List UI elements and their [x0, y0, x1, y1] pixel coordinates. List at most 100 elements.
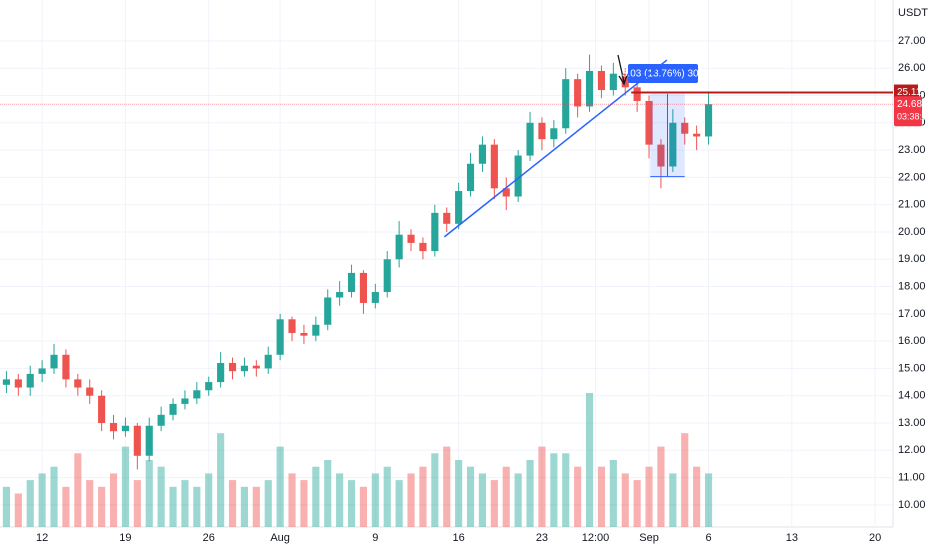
volume-bar — [133, 480, 141, 527]
candle-body — [693, 133, 701, 137]
volume-bar — [14, 493, 22, 527]
volume-bar — [264, 480, 272, 527]
x-tick-label: 26 — [203, 532, 215, 544]
volume-bar — [145, 460, 153, 527]
y-tick-label: 23.00 — [898, 144, 926, 156]
candle-body — [562, 79, 570, 129]
volume-bar — [383, 466, 391, 527]
volume-bar — [324, 460, 332, 527]
last-price-box — [894, 96, 922, 127]
volume-bar — [609, 460, 617, 527]
candle-body — [550, 128, 558, 140]
candle-body — [50, 354, 58, 369]
volume-bar — [205, 473, 213, 527]
candle-body — [240, 365, 249, 372]
volume-bar — [193, 486, 201, 527]
arrow — [617, 54, 625, 83]
volume-bar — [371, 473, 379, 527]
candle-body — [264, 354, 272, 369]
volume-bar — [597, 466, 606, 527]
candle-body — [502, 188, 510, 197]
arrow-head — [618, 74, 628, 86]
candle-body — [645, 100, 653, 145]
volume-bar — [276, 446, 284, 527]
volume-bar — [693, 466, 701, 527]
y-tick-label: 20.00 — [898, 226, 926, 238]
candle-body — [133, 425, 141, 456]
measure-label-box — [628, 64, 698, 83]
volume-bar — [538, 446, 546, 527]
x-tick-label: 16 — [453, 532, 465, 544]
y-tick-label: 17.00 — [898, 308, 926, 320]
candle-body — [26, 373, 34, 388]
volume-bar — [657, 446, 665, 527]
candle-body — [585, 70, 594, 107]
volume-bar — [419, 466, 427, 527]
y-tick-label: 16.00 — [898, 335, 926, 347]
candle-body — [300, 332, 308, 336]
candles — [2, 54, 713, 470]
volume-bar — [562, 453, 570, 527]
volume-bar — [526, 460, 534, 527]
y-tick-label: 13.00 — [898, 417, 926, 429]
candle-body — [288, 319, 296, 333]
x-tick-label: 6 — [705, 532, 711, 544]
volume-bar — [704, 473, 713, 527]
x-tick-label: 12 — [36, 532, 48, 544]
volume-bar — [669, 473, 677, 527]
volume-bar — [217, 433, 225, 527]
candle-body — [466, 163, 475, 192]
candle-body — [276, 319, 284, 355]
volume-bar — [490, 480, 498, 527]
candle-body — [169, 403, 177, 415]
volume-bar — [645, 466, 653, 527]
volume-bar — [443, 446, 451, 527]
y-tick-label: 15.00 — [898, 362, 926, 374]
candle-body — [217, 362, 225, 383]
volume-bar — [74, 453, 82, 527]
candle-body — [252, 365, 260, 369]
volume-bar — [121, 446, 129, 527]
y-tick-label: 21.00 — [898, 199, 926, 211]
grid — [0, 0, 893, 527]
volume-bar — [2, 486, 10, 527]
candle-body — [347, 272, 356, 293]
candle-body — [14, 379, 22, 388]
volume-bar — [466, 466, 475, 527]
candle-body — [681, 122, 689, 134]
candle-body — [336, 292, 344, 298]
candle-body — [157, 414, 165, 426]
candle-body — [98, 395, 106, 424]
volume — [2, 393, 713, 527]
candle-body — [205, 382, 213, 391]
candle-body — [514, 155, 522, 197]
candle-body — [657, 144, 665, 167]
measure-label: 3.03 (13.76%) 303 — [622, 69, 705, 80]
volume-bar — [252, 486, 260, 527]
candle-body — [145, 425, 153, 456]
candle-body — [312, 324, 320, 336]
candle-body — [74, 379, 82, 388]
candle-body — [193, 390, 201, 399]
axes: 10.00 11.00 12.00 13.00 14.00 15.00 16.00 17.00… — [36, 35, 932, 544]
x-tick-label: 23 — [536, 532, 548, 544]
x-tick-label: Sep — [639, 532, 659, 544]
candle-body — [669, 122, 677, 167]
volume-bar — [109, 473, 118, 527]
candle-body — [419, 242, 427, 252]
y-tick-label: 10.00 — [898, 499, 926, 511]
volume-bar — [431, 453, 439, 527]
y-tick-label: 14.00 — [898, 390, 926, 402]
x-tick-label: 13 — [786, 532, 798, 544]
candle-body — [538, 122, 546, 140]
candle-body — [371, 292, 379, 303]
y-tick-label: 27.00 — [898, 35, 926, 47]
last-price-label: 24.68 — [897, 99, 922, 110]
volume-bar — [478, 473, 487, 527]
candle-body — [359, 272, 368, 303]
volume-bar — [574, 466, 582, 527]
y-tick-label: 22.00 — [898, 171, 926, 183]
y-tick-label: 26.00 — [898, 62, 926, 74]
volume-bar — [514, 473, 522, 527]
